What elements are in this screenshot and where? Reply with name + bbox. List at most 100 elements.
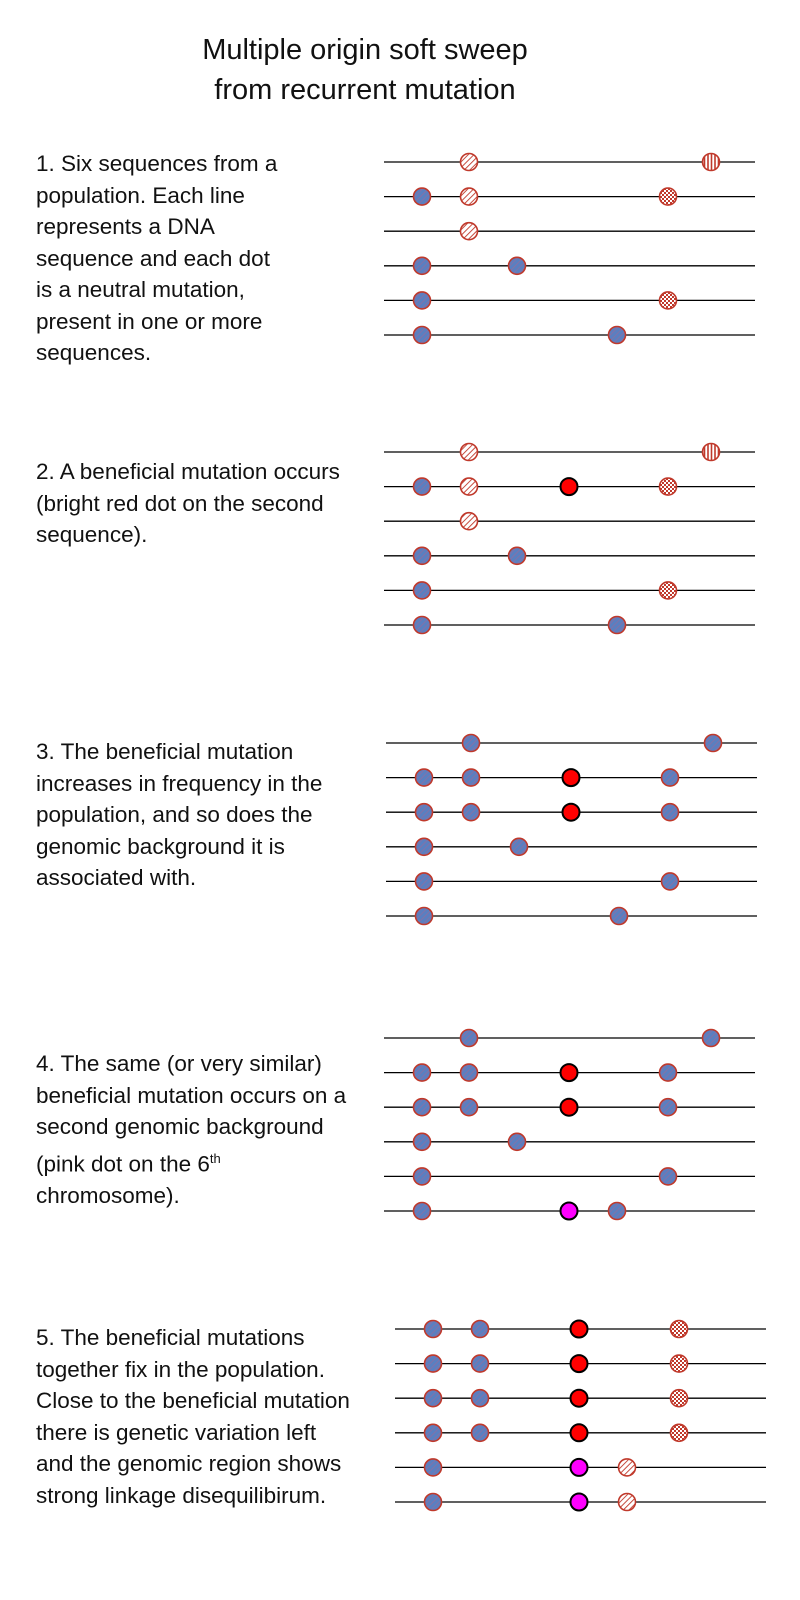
neutral-mutation-diagonal — [617, 1458, 637, 1477]
beneficial-mutation-red — [559, 1063, 579, 1083]
neutral-mutation-blue — [412, 615, 432, 635]
beneficial-mutation-red — [569, 1388, 589, 1408]
step-4-sequences — [384, 1028, 755, 1221]
step-1-line: sequences. — [36, 340, 152, 365]
neutral-mutation-blue — [412, 187, 432, 206]
neutral-mutation-blue — [414, 837, 434, 857]
beneficial-mutation-red — [559, 1097, 579, 1117]
step-1-sequences — [384, 152, 755, 345]
step-3-line: increases in frequency in the — [36, 770, 323, 796]
step-4-description: 4. The same (or very similar) beneficial… — [36, 1048, 386, 1211]
neutral-mutation-blue — [470, 1319, 490, 1339]
neutral-mutation-blue — [423, 1319, 443, 1339]
step-4-line: second genomic background — [36, 1114, 324, 1139]
neutral-mutation-diagonal — [617, 1492, 637, 1512]
neutral-mutation-blue — [412, 291, 432, 310]
neutral-mutation-blue — [461, 733, 481, 753]
beneficial-mutation-pink — [569, 1457, 589, 1477]
neutral-mutation-blue — [507, 546, 527, 566]
step-1-line: is a neutral mutation, — [36, 277, 245, 302]
neutral-mutation-blue — [412, 1097, 432, 1117]
neutral-mutation-vertical — [701, 152, 721, 172]
neutral-mutation-blue — [414, 768, 434, 787]
neutral-mutation-checkered — [658, 581, 678, 600]
step-3-description: 3. The beneficial mutation increases in … — [36, 736, 386, 894]
neutral-mutation-vertical — [701, 442, 721, 462]
neutral-mutation-blue — [461, 802, 481, 822]
step-4-line: (pink dot on the 6th — [36, 1143, 386, 1180]
neutral-mutation-blue — [701, 1028, 721, 1048]
step-5-sequences — [395, 1319, 766, 1512]
neutral-mutation-blue — [507, 256, 527, 276]
neutral-mutation-blue — [412, 1063, 432, 1082]
neutral-mutation-blue — [412, 1132, 432, 1152]
step-1-line: population. Each line — [36, 182, 245, 208]
neutral-mutation-checkered — [658, 187, 678, 206]
step-5-line: 5. The beneficial mutations — [36, 1325, 305, 1350]
neutral-mutation-checkered — [658, 477, 678, 496]
neutral-mutation-blue — [660, 872, 680, 891]
step-1-description: 1. Six sequences from a population. Each… — [36, 148, 386, 369]
neutral-mutation-diagonal — [459, 442, 479, 462]
step-2-line: (bright red dot on the second — [36, 490, 324, 516]
step-5-line: Close to the beneficial mutation — [36, 1388, 350, 1413]
neutral-mutation-blue — [607, 325, 627, 345]
step-2-line: sequence). — [36, 522, 148, 547]
beneficial-mutation-pink — [569, 1492, 589, 1512]
neutral-mutation-blue — [507, 1132, 527, 1152]
step-4-line: beneficial mutation occurs on a — [36, 1082, 347, 1108]
neutral-mutation-blue — [470, 1388, 490, 1408]
neutral-mutation-blue — [412, 581, 432, 600]
title-line-2: from recurrent mutation — [214, 74, 516, 106]
step-2-line: 2. A beneficial mutation occurs — [36, 459, 340, 484]
neutral-mutation-blue — [609, 906, 629, 926]
neutral-mutation-diagonal — [459, 477, 479, 496]
neutral-mutation-blue — [607, 615, 627, 635]
neutral-mutation-blue — [470, 1423, 490, 1443]
step-3-sequences — [386, 733, 757, 926]
step-2-sequences — [384, 442, 755, 635]
step-3-line: population, and so does the — [36, 802, 313, 827]
beneficial-mutation-red — [569, 1319, 589, 1339]
neutral-mutation-blue — [412, 325, 432, 345]
neutral-mutation-blue — [459, 1097, 479, 1117]
neutral-mutation-blue — [660, 768, 680, 787]
neutral-mutation-blue — [660, 802, 680, 822]
title-line-1: Multiple origin soft sweep — [202, 34, 528, 66]
step-3-line: genomic background it is — [36, 833, 285, 859]
neutral-mutation-blue — [412, 1167, 432, 1186]
step-1-line: represents a DNA — [36, 214, 215, 239]
neutral-mutation-blue — [461, 768, 481, 787]
neutral-mutation-blue — [412, 1201, 432, 1221]
neutral-mutation-checkered — [669, 1388, 689, 1408]
neutral-mutation-blue — [423, 1492, 443, 1512]
beneficial-mutation-red — [569, 1354, 589, 1374]
neutral-mutation-blue — [423, 1458, 443, 1477]
step-4-line-text: (pink dot on the 6 — [36, 1151, 210, 1176]
step-1-line: present in one or more — [36, 308, 263, 334]
step-3-line: 3. The beneficial mutation — [36, 739, 294, 764]
step-4-line: 4. The same (or very similar) — [36, 1051, 322, 1076]
step-1-line: 1. Six sequences from a — [36, 151, 278, 176]
neutral-mutation-blue — [658, 1063, 678, 1082]
neutral-mutation-blue — [412, 256, 432, 276]
step-1-line: sequence and each dot — [36, 245, 270, 271]
ordinal-superscript: th — [209, 1150, 221, 1166]
neutral-mutation-blue — [412, 546, 432, 566]
step-5-line: and the genomic region shows — [36, 1451, 342, 1476]
neutral-mutation-blue — [459, 1028, 479, 1048]
neutral-mutation-blue — [414, 906, 434, 926]
step-2-description: 2. A beneficial mutation occurs (bright … — [36, 456, 386, 551]
neutral-mutation-diagonal — [459, 187, 479, 206]
neutral-mutation-blue — [423, 1354, 443, 1373]
neutral-mutation-diagonal — [459, 221, 479, 241]
neutral-mutation-blue — [414, 872, 434, 891]
neutral-mutation-blue — [658, 1097, 678, 1117]
beneficial-mutation-red — [559, 477, 579, 497]
neutral-mutation-blue — [470, 1354, 490, 1373]
neutral-mutation-blue — [414, 802, 434, 822]
neutral-mutation-diagonal — [459, 152, 479, 172]
step-5-line: strong linkage disequilibirum. — [36, 1482, 327, 1508]
neutral-mutation-checkered — [658, 291, 678, 310]
